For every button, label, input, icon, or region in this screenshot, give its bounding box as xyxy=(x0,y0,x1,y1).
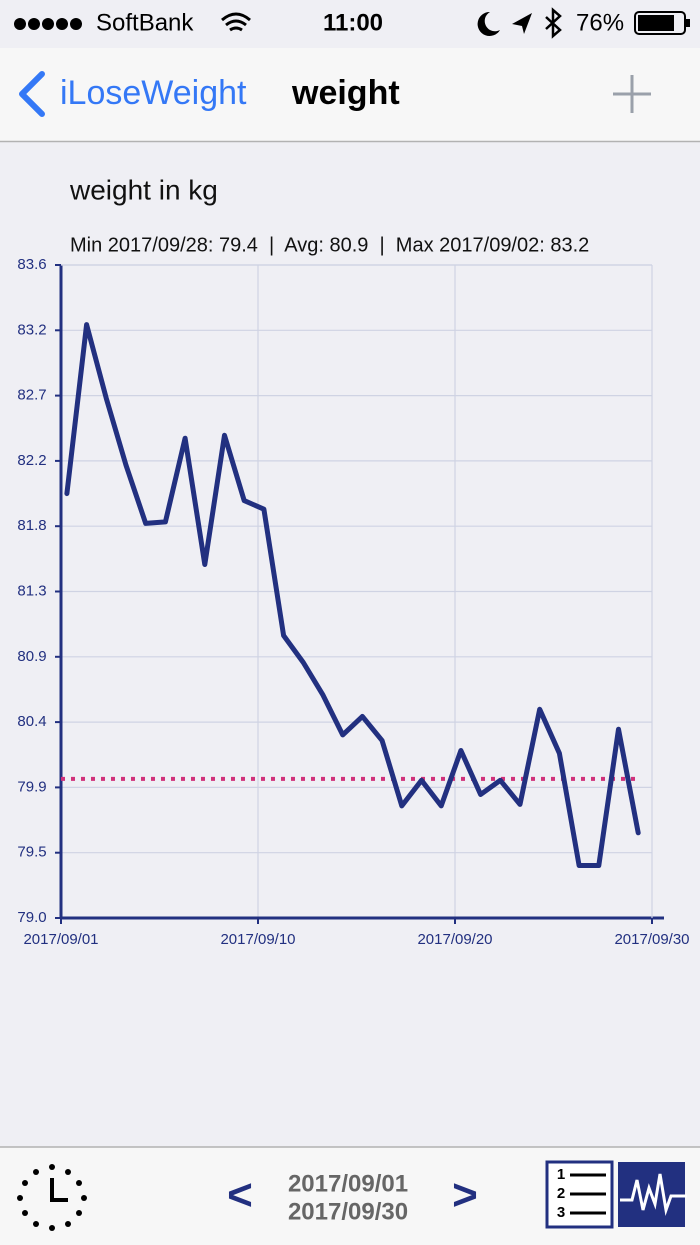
bluetooth-icon xyxy=(545,7,562,39)
back-button[interactable]: iLoseWeight xyxy=(60,74,247,112)
y-tick-label: 83.2 xyxy=(17,321,46,338)
signal-dots xyxy=(14,18,82,30)
nav-bar xyxy=(0,48,700,141)
chart-button[interactable] xyxy=(618,1162,687,1227)
list-button[interactable]: 1 2 3 xyxy=(545,1160,614,1229)
battery-level xyxy=(638,15,674,31)
nav-title: weight xyxy=(291,74,400,112)
location-icon xyxy=(512,13,532,34)
y-tick-label: 80.4 xyxy=(17,713,46,730)
svg-text:1: 1 xyxy=(557,1166,565,1183)
svg-text:2: 2 xyxy=(557,1185,565,1202)
y-tick-label: 79.0 xyxy=(17,909,46,926)
y-tick-label: 82.2 xyxy=(17,452,46,469)
history-button[interactable] xyxy=(17,1164,87,1231)
x-tick-label: 2017/09/20 xyxy=(417,931,492,948)
battery-tip xyxy=(686,19,690,27)
x-tick-label: 2017/09/30 xyxy=(614,931,689,948)
clock: 11:00 xyxy=(323,9,383,36)
chart: weight in kg Min 2017/09/28: 79.4 | Avg:… xyxy=(17,174,689,948)
carrier: SoftBank xyxy=(96,9,194,36)
chart-subtitle: Min 2017/09/28: 79.4 | Avg: 80.9 | Max 2… xyxy=(70,234,589,256)
x-tick-label: 2017/09/10 xyxy=(220,931,295,948)
y-tick-label: 83.6 xyxy=(17,256,46,273)
x-tick-label: 2017/09/01 xyxy=(23,931,98,948)
weight-line xyxy=(64,322,641,868)
status-bar: SoftBank 11:00 76% xyxy=(14,7,690,39)
y-tick-label: 82.7 xyxy=(17,387,46,404)
y-tick-label: 79.5 xyxy=(17,844,46,861)
chart-title: weight in kg xyxy=(69,174,218,205)
prev-button[interactable]: < xyxy=(227,1171,253,1220)
svg-text:3: 3 xyxy=(557,1204,565,1221)
back-chevron[interactable] xyxy=(19,71,45,117)
add-button[interactable] xyxy=(613,75,651,113)
y-tick-label: 81.8 xyxy=(17,517,46,534)
moon-icon xyxy=(477,11,500,36)
range-start: 2017/09/01 xyxy=(288,1170,408,1197)
y-tick-label: 79.9 xyxy=(17,778,46,795)
wifi-icon xyxy=(221,12,251,32)
battery-icon xyxy=(634,11,686,35)
range-end: 2017/09/30 xyxy=(288,1198,408,1225)
next-button[interactable]: > xyxy=(452,1171,478,1220)
battery-percent: 76% xyxy=(576,9,624,36)
y-tick-label: 81.3 xyxy=(17,582,46,599)
y-tick-label: 80.9 xyxy=(17,648,46,665)
